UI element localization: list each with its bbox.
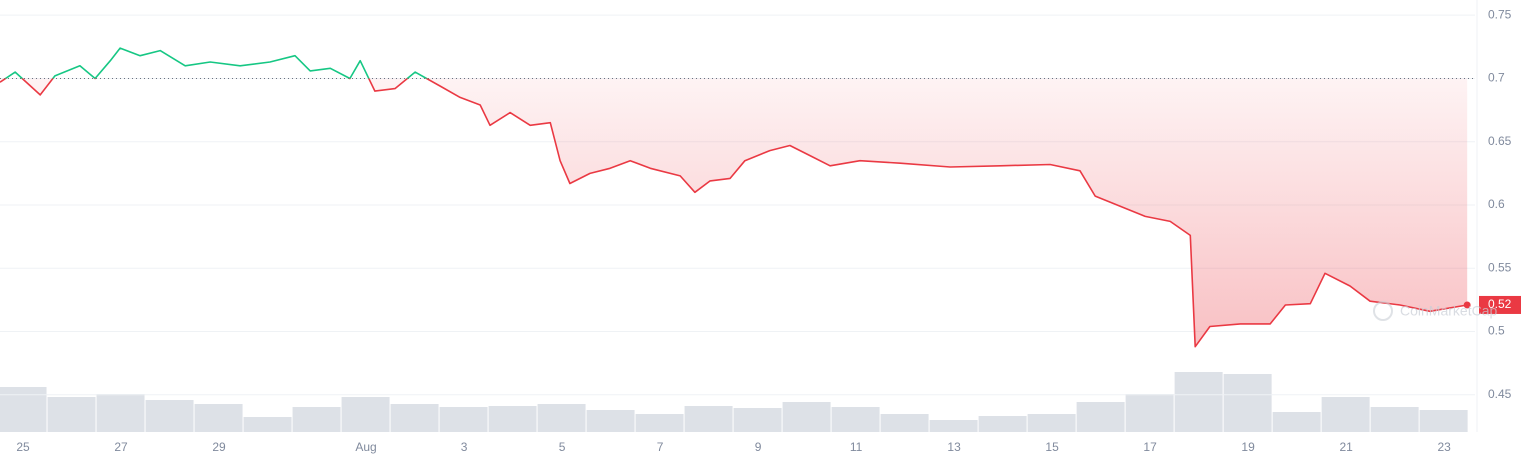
volume-bar xyxy=(1076,402,1125,432)
x-tick-label: 13 xyxy=(947,440,961,454)
volume-bar xyxy=(782,402,831,432)
x-tick-label: 3 xyxy=(461,440,468,454)
x-tick-label: 21 xyxy=(1339,440,1353,454)
y-tick-label: 0.5 xyxy=(1488,324,1505,338)
volume-bar xyxy=(978,416,1027,432)
volume-bar xyxy=(1174,372,1223,432)
volume-bar xyxy=(1125,394,1174,432)
volume-bar xyxy=(145,400,194,432)
volume-bar xyxy=(1027,414,1076,432)
price-tag xyxy=(1479,295,1521,314)
price-line xyxy=(0,47,1468,348)
volume-bar xyxy=(880,414,929,432)
volume-bar xyxy=(47,397,96,432)
volume-bar xyxy=(733,408,782,432)
y-tick-label: 0.7 xyxy=(1488,71,1505,85)
x-tick-label: 29 xyxy=(212,440,226,454)
volume-bar xyxy=(684,406,733,432)
x-tick-label: 17 xyxy=(1143,440,1157,454)
volume-bar xyxy=(1321,397,1370,432)
volume-bar xyxy=(194,404,243,432)
volume-bar xyxy=(1223,374,1272,432)
volume-bar xyxy=(96,394,145,432)
x-tick-label: 19 xyxy=(1241,440,1255,454)
y-tick-label: 0.65 xyxy=(1488,134,1512,148)
x-tick-label: 5 xyxy=(559,440,566,454)
x-tick-label: 27 xyxy=(114,440,128,454)
volume-bar xyxy=(341,397,390,432)
volume-bar xyxy=(1272,412,1321,432)
volume-bar xyxy=(488,406,537,432)
y-tick-label: 0.45 xyxy=(1488,387,1512,401)
x-tick-label: 23 xyxy=(1437,440,1451,454)
volume-bar xyxy=(831,407,880,432)
x-tick-label: 11 xyxy=(850,440,863,454)
watermark-icon xyxy=(1373,301,1393,321)
y-tick-label: 0.6 xyxy=(1488,197,1505,211)
watermark: CoinMarketCap xyxy=(1400,303,1497,319)
volume-bar xyxy=(1419,410,1468,432)
x-tick-label: Aug xyxy=(355,440,376,454)
last-point xyxy=(1463,301,1471,309)
x-tick-label: 9 xyxy=(755,440,762,454)
volume-bar xyxy=(586,410,635,432)
volume-bar xyxy=(390,404,439,432)
volume-bar xyxy=(0,387,47,432)
y-tick-label: 0.75 xyxy=(1488,7,1512,21)
volume-bar xyxy=(292,407,341,432)
volume-bar xyxy=(1370,407,1419,432)
x-tick-label: 7 xyxy=(657,440,664,454)
x-tick-label: 25 xyxy=(16,440,30,454)
y-tick-label: 0.55 xyxy=(1488,260,1512,274)
volume-bar xyxy=(929,420,978,432)
volume-bar xyxy=(439,407,488,432)
volume-bar xyxy=(537,404,586,432)
volume-bar xyxy=(635,414,684,432)
area xyxy=(0,78,1468,347)
x-tick-label: 15 xyxy=(1045,440,1059,454)
price-tag-label: 0.52 xyxy=(1488,297,1512,311)
volume-bar xyxy=(243,417,292,432)
